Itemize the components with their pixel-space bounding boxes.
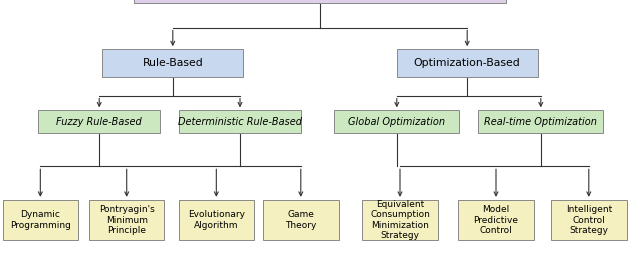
Text: Global Optimization: Global Optimization <box>348 117 445 127</box>
Text: Model
Predictive
Control: Model Predictive Control <box>474 205 518 235</box>
Text: Evolutionary
Algorithm: Evolutionary Algorithm <box>188 210 245 230</box>
FancyBboxPatch shape <box>263 200 339 241</box>
Text: Equivalent
Consumption
Minimization
Strategy: Equivalent Consumption Minimization Stra… <box>370 200 430 240</box>
FancyBboxPatch shape <box>3 200 78 241</box>
Text: Fuzzy Rule-Based: Fuzzy Rule-Based <box>56 117 142 127</box>
FancyBboxPatch shape <box>479 110 603 133</box>
FancyBboxPatch shape <box>134 0 506 3</box>
FancyBboxPatch shape <box>179 200 254 241</box>
FancyBboxPatch shape <box>38 110 160 133</box>
Text: Real-time Optimization: Real-time Optimization <box>484 117 597 127</box>
Text: Game
Theory: Game Theory <box>285 210 317 230</box>
FancyBboxPatch shape <box>458 200 534 241</box>
FancyBboxPatch shape <box>551 200 627 241</box>
FancyBboxPatch shape <box>102 49 243 77</box>
FancyBboxPatch shape <box>334 110 460 133</box>
Text: Deterministic Rule-Based: Deterministic Rule-Based <box>178 117 302 127</box>
Text: Intelligent
Control
Strategy: Intelligent Control Strategy <box>566 205 612 235</box>
FancyBboxPatch shape <box>397 49 538 77</box>
Text: Rule-Based: Rule-Based <box>143 58 203 68</box>
FancyBboxPatch shape <box>362 200 438 241</box>
FancyBboxPatch shape <box>179 110 301 133</box>
Text: Dynamic
Programming: Dynamic Programming <box>10 210 71 230</box>
Text: Optimization-Based: Optimization-Based <box>414 58 520 68</box>
Text: Pontryagin's
Minimum
Principle: Pontryagin's Minimum Principle <box>99 205 155 235</box>
FancyBboxPatch shape <box>89 200 164 241</box>
